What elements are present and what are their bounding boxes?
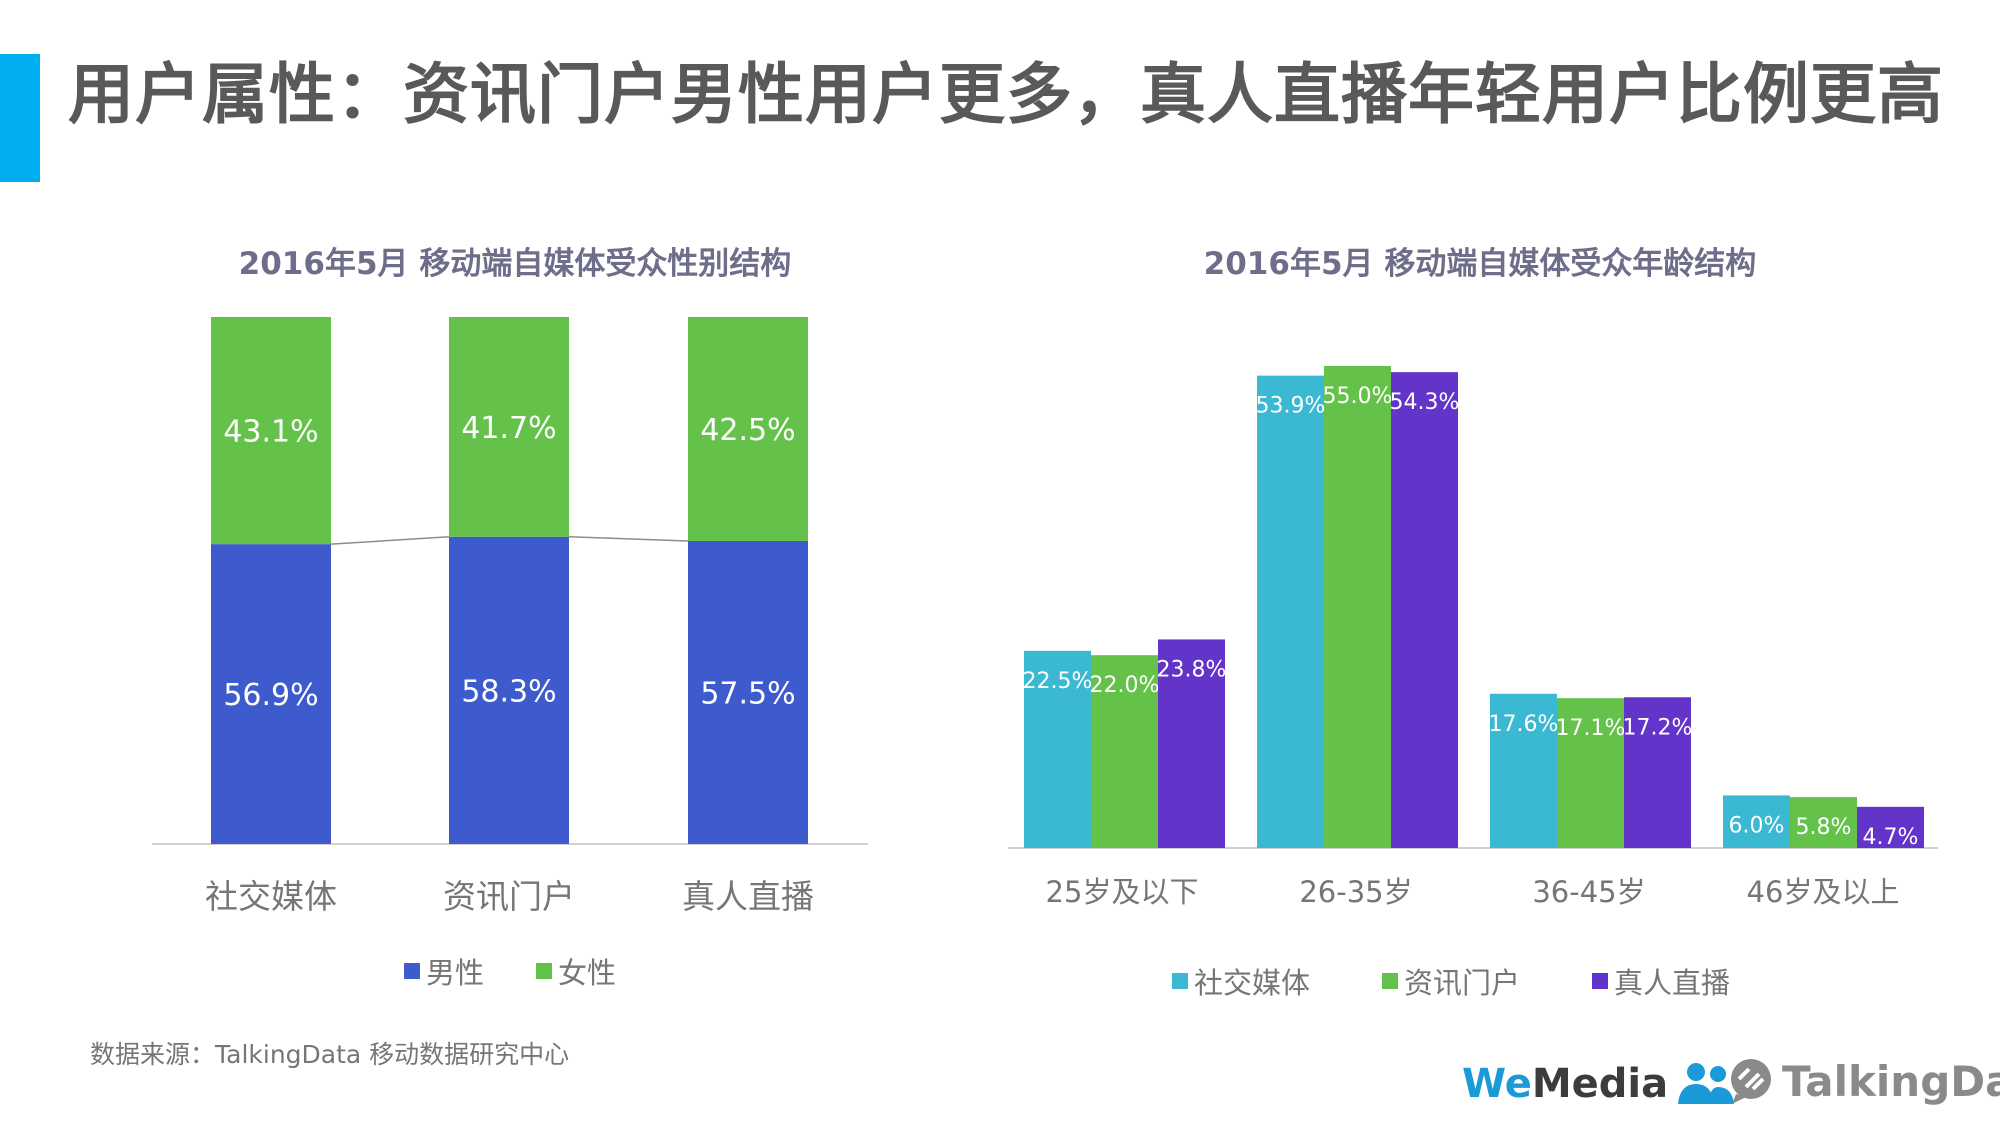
data-label: 57.5% (700, 676, 795, 711)
legend-swatch-male (404, 963, 420, 979)
x-tick-label: 资讯门户 (443, 877, 575, 916)
x-tick-label: 社交媒体 (205, 877, 337, 916)
talkingdata-mark-icon (1731, 1059, 1771, 1104)
x-tick-label: 36-45岁 (1532, 875, 1645, 909)
legend-swatch-live (1592, 973, 1609, 989)
bar-female (688, 317, 808, 541)
bar-social (1490, 693, 1557, 848)
bar-male (688, 540, 808, 844)
x-tick-label: 26-35岁 (1299, 875, 1412, 909)
wemedia-logo: We Media (1462, 1060, 1736, 1108)
legend-item-portal: 资讯门户 (1382, 960, 1520, 1002)
wemedia-logo-suffix: Media (1531, 1061, 1669, 1107)
bar-portal (1790, 797, 1857, 848)
data-source-note: 数据来源：TalkingData 移动数据研究中心 (90, 1040, 570, 1069)
gender-legend: 男性 女性 (404, 950, 668, 992)
data-label: 42.5% (700, 413, 795, 448)
bar-male (449, 536, 569, 844)
bar-portal (1091, 655, 1158, 848)
bar-social (1024, 650, 1091, 848)
gender-chart-title: 2016年5月 移动端自媒体受众性别结构 (238, 246, 792, 282)
legend-swatch-female (536, 963, 553, 979)
bar-live (1624, 697, 1691, 848)
bar-social (1257, 375, 1324, 848)
data-label: 17.2% (1623, 715, 1693, 740)
data-label: 56.9% (223, 678, 318, 713)
data-label: 17.6% (1489, 712, 1559, 737)
bar-live (1857, 806, 1924, 848)
data-label: 23.8% (1157, 657, 1227, 682)
series-connector-line (330, 536, 450, 545)
bar-live (1158, 639, 1225, 848)
data-label: 43.1% (223, 415, 318, 450)
data-label: 58.3% (461, 674, 556, 709)
x-tick-label: 真人直播 (682, 877, 814, 916)
talkingdata-logo-text: TalkingData (1782, 1056, 2000, 1106)
data-label: 22.0% (1090, 673, 1160, 698)
bar-male (211, 544, 331, 844)
series-connector-line (568, 536, 689, 542)
legend-label-social: 社交媒体 (1194, 966, 1311, 1000)
bar-live (1391, 372, 1458, 848)
bar-social (1723, 795, 1790, 848)
legend-label-portal: 资讯门户 (1404, 966, 1521, 1000)
bar-female (211, 317, 331, 545)
legend-label-male: 男性 (426, 956, 485, 990)
page-title: 用户属性：资讯门户男性用户更多，真人直播年轻用户比例更高 (68, 56, 1944, 133)
data-label: 6.0% (1729, 813, 1785, 838)
age-legend: 社交媒体 资讯门户 真人直播 (1172, 960, 1782, 1002)
legend-label-female: 女性 (558, 956, 617, 990)
legend-item-male: 男性 (404, 950, 484, 992)
talkingdata-logo: TalkingData (1726, 1056, 2000, 1106)
bar-female (449, 317, 569, 537)
bar-portal (1324, 366, 1391, 848)
legend-swatch-portal (1382, 973, 1399, 989)
legend-item-female: 女性 (536, 950, 616, 992)
data-label: 53.9% (1256, 394, 1326, 419)
data-label: 55.0% (1323, 384, 1393, 409)
legend-item-live: 真人直播 (1592, 960, 1730, 1002)
people-icon (1678, 1063, 1735, 1104)
data-label: 22.5% (1023, 669, 1093, 694)
bar-portal (1557, 698, 1624, 848)
legend-swatch-social (1172, 973, 1188, 989)
title-accent-bar (0, 54, 40, 182)
data-label: 41.7% (461, 411, 556, 446)
data-label: 5.8% (1796, 815, 1852, 840)
data-label: 4.7% (1863, 825, 1919, 850)
data-label: 17.1% (1556, 716, 1626, 741)
legend-item-social: 社交媒体 (1172, 960, 1310, 1002)
wemedia-logo-prefix: We (1462, 1061, 1532, 1107)
x-tick-label: 25岁及以下 (1046, 875, 1199, 909)
legend-label-live: 真人直播 (1614, 966, 1731, 1000)
data-label: 54.3% (1390, 390, 1460, 415)
age-chart-title: 2016年5月 移动端自媒体受众年龄结构 (1203, 246, 1757, 282)
x-tick-label: 46岁及以上 (1747, 875, 1900, 909)
